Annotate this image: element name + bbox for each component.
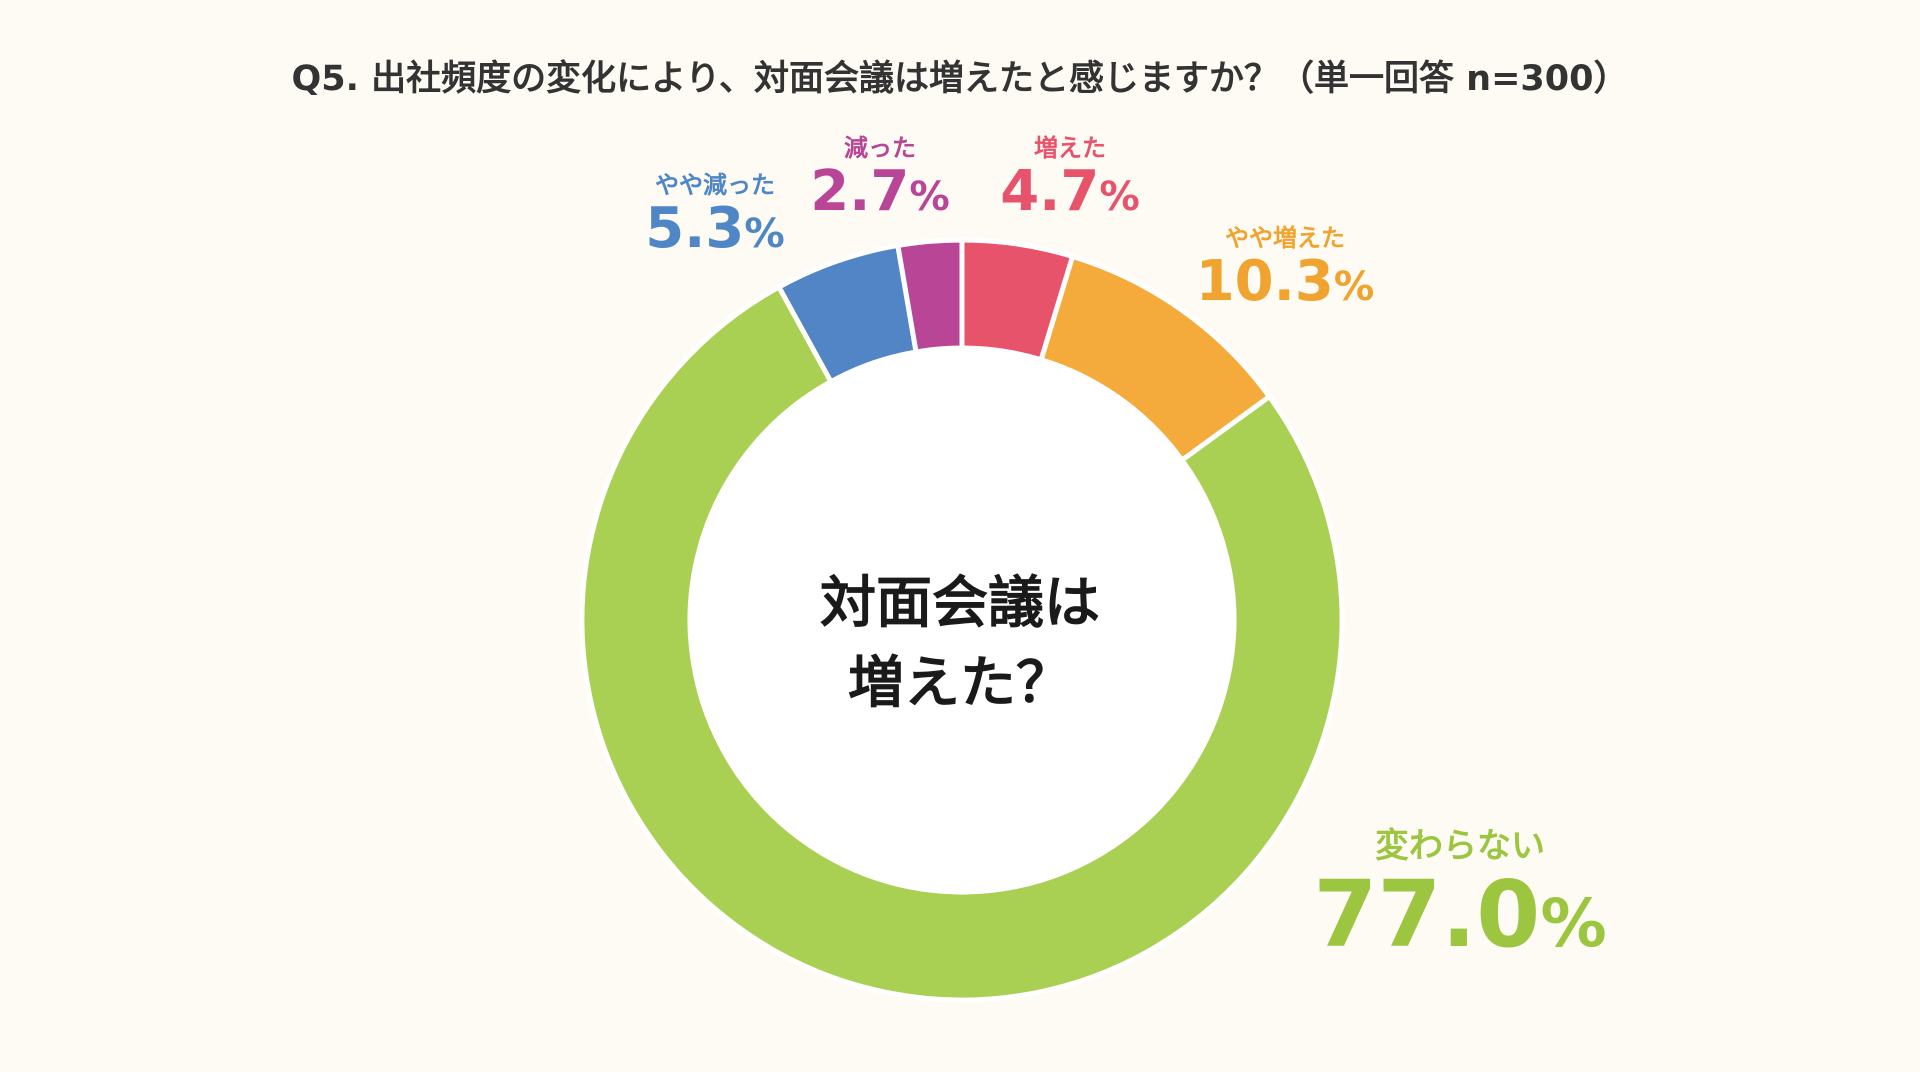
center-label-line-2: 増えた？ xyxy=(848,651,1072,716)
chart-title: Q5. 出社頻度の変化により、対面会議は増えたと感じますか？（単一回答 n=30… xyxy=(291,59,1629,99)
slice-category-label: やや増えた xyxy=(1225,224,1345,252)
slice-value-label: 10.3% xyxy=(1195,249,1375,314)
slice-label-decreased: 減った 2.7% xyxy=(790,128,970,222)
slice-category-label: 減った xyxy=(844,134,916,162)
slice-value-label: 2.7% xyxy=(810,159,950,224)
slice-category-label: 増えた xyxy=(1034,134,1106,162)
slice-value-label: 5.3% xyxy=(645,196,785,261)
slice-value-label: 4.7% xyxy=(1000,159,1140,224)
slice-label-increased: 増えた 4.7% xyxy=(980,128,1160,222)
donut-hole xyxy=(691,349,1233,891)
slice-category-label: 変わらない xyxy=(1375,826,1545,866)
slice-category-label: やや減った xyxy=(655,171,775,199)
slice-label-slightly-increased: やや増えた 10.3% xyxy=(1175,218,1395,312)
donut-slice-4 xyxy=(894,237,965,355)
center-label-line-1: 対面会議は xyxy=(820,571,1100,636)
slice-label-slightly-decreased: やや減った 5.3% xyxy=(625,165,805,259)
slice-label-unchanged: 変わらない 77.0% xyxy=(1310,818,1610,964)
slice-value-label: 77.0% xyxy=(1313,861,1607,968)
donut-slice-2 xyxy=(579,283,1345,1003)
